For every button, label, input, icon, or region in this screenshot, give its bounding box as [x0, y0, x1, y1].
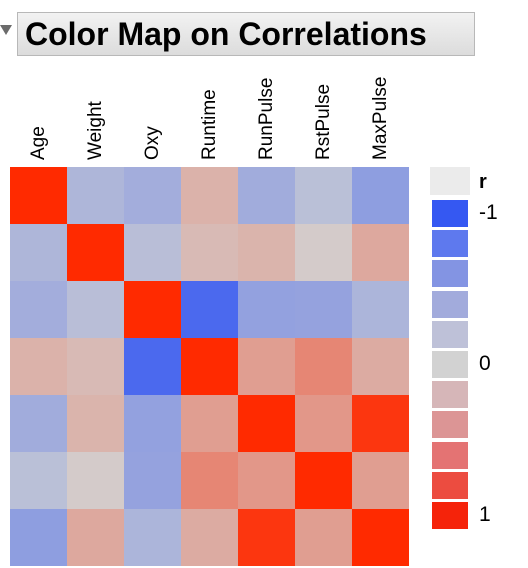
heatmap-cell	[238, 338, 295, 395]
heatmap-cell	[10, 224, 67, 281]
heatmap-cell	[352, 224, 409, 281]
heatmap-cell	[181, 281, 238, 338]
column-label-age: Age	[28, 126, 49, 160]
heatmap-cell	[238, 509, 295, 566]
heatmap-cell	[67, 281, 124, 338]
heatmap-cell	[124, 452, 181, 509]
heatmap-cell	[67, 338, 124, 395]
column-label-runpulse: RunPulse	[256, 77, 277, 160]
heatmap-cell	[10, 395, 67, 452]
legend-swatch	[432, 411, 468, 439]
heatmap-cell	[352, 452, 409, 509]
heatmap-cell	[124, 338, 181, 395]
heatmap-cell	[124, 395, 181, 452]
heatmap-cell	[124, 509, 181, 566]
heatmap-cell	[295, 338, 352, 395]
heatmap-cell	[352, 167, 409, 224]
heatmap-cell	[181, 452, 238, 509]
legend-swatch	[432, 381, 468, 409]
heatmap-cell	[67, 395, 124, 452]
heatmap-cell	[181, 395, 238, 452]
heatmap-cell	[181, 338, 238, 395]
heatmap-cell	[238, 281, 295, 338]
heatmap-cell	[10, 452, 67, 509]
heatmap-cell	[352, 395, 409, 452]
heatmap-cell	[10, 281, 67, 338]
heatmap-cell	[181, 509, 238, 566]
heatmap-cell	[238, 224, 295, 281]
heatmap-cell	[238, 452, 295, 509]
heatmap-cell	[295, 509, 352, 566]
heatmap-cell	[124, 167, 181, 224]
heatmap-cell	[352, 338, 409, 395]
legend-swatch	[432, 200, 468, 227]
heatmap-cell	[295, 452, 352, 509]
heatmap-cell	[352, 281, 409, 338]
heatmap-cell	[295, 395, 352, 452]
legend-swatch	[432, 260, 468, 288]
heatmap-cell	[181, 167, 238, 224]
legend-tick-label: 1	[479, 503, 491, 526]
heatmap-cell	[10, 338, 67, 395]
heatmap-cell	[67, 452, 124, 509]
heatmap-cell	[295, 281, 352, 338]
heatmap-cell	[67, 224, 124, 281]
heatmap-cell	[238, 395, 295, 452]
heatmap-cell	[10, 509, 67, 566]
disclosure-triangle-icon[interactable]	[0, 25, 12, 35]
heatmap-cell	[295, 224, 352, 281]
legend-tick-label: -1	[479, 201, 498, 224]
column-label-runtime: Runtime	[199, 89, 220, 160]
chart-title: Color Map on Correlations	[25, 16, 427, 52]
legend-swatch	[432, 441, 468, 469]
legend-header	[430, 167, 470, 195]
heatmap-cell	[124, 281, 181, 338]
heatmap-cell	[67, 167, 124, 224]
legend-swatch	[432, 320, 468, 348]
column-label-rstpulse: RstPulse	[313, 83, 334, 160]
column-label-maxpulse: MaxPulse	[370, 76, 391, 160]
heatmap-cell	[10, 167, 67, 224]
heatmap-cell	[67, 509, 124, 566]
legend-swatch	[432, 471, 468, 499]
legend-swatch	[432, 230, 468, 258]
legend-title: r	[479, 171, 487, 193]
heatmap-cell	[124, 224, 181, 281]
heatmap-cell	[181, 224, 238, 281]
heatmap-cell	[352, 509, 409, 566]
legend-swatch	[432, 290, 468, 318]
legend-tick-label: 0	[479, 352, 491, 375]
column-label-oxy: Oxy	[142, 126, 163, 160]
heatmap-cell	[295, 167, 352, 224]
heatmap-cell	[238, 167, 295, 224]
report-title-bar: Color Map on Correlations	[17, 12, 475, 56]
column-label-weight: Weight	[85, 101, 106, 160]
legend-swatch	[432, 351, 468, 378]
legend-swatch	[432, 502, 468, 529]
